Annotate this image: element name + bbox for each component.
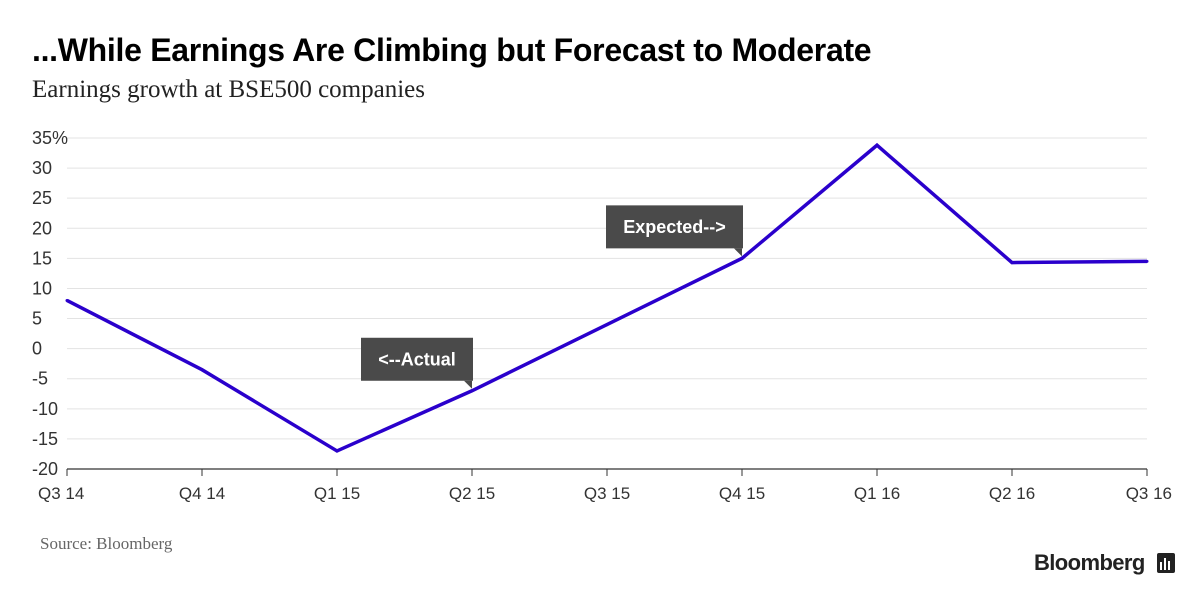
- data-point: [65, 298, 69, 302]
- data-point: [470, 389, 474, 393]
- annotation-label: <--Actual: [378, 349, 456, 369]
- y-tick-label: 25: [32, 188, 52, 208]
- y-tick-label: 30: [32, 158, 52, 178]
- annotation-box: [361, 337, 473, 381]
- x-tick-label: Q3 16: [1126, 484, 1172, 503]
- annotation-box: [606, 205, 743, 249]
- source-note: Source: Bloomberg: [40, 534, 173, 553]
- y-tick-label: -10: [32, 399, 58, 419]
- y-tick-label: 10: [32, 278, 52, 298]
- x-tick-label: Q3 15: [584, 484, 630, 503]
- bloomberg-logo: Bloomberg: [1034, 550, 1145, 575]
- y-tick-label: 20: [32, 218, 52, 238]
- annotation-pointer: [734, 248, 742, 257]
- y-tick-label: -15: [32, 429, 58, 449]
- y-tick-label: 35%: [32, 128, 68, 148]
- chart-subtitle: Earnings growth at BSE500 companies: [32, 76, 425, 103]
- x-tick-label: Q1 15: [314, 484, 360, 503]
- x-tick-label: Q4 15: [719, 484, 765, 503]
- y-tick-label: 15: [32, 248, 52, 268]
- y-tick-label: 0: [32, 339, 42, 359]
- data-point: [335, 449, 339, 453]
- data-point: [740, 256, 744, 260]
- data-point: [1010, 261, 1014, 265]
- y-tick-label: -20: [32, 459, 58, 479]
- x-tick-label: Q4 14: [179, 484, 225, 503]
- data-point: [605, 323, 609, 327]
- y-tick-label: -5: [32, 369, 48, 389]
- x-tick-label: Q1 16: [854, 484, 900, 503]
- data-point: [1145, 259, 1149, 263]
- y-tick-label: 5: [32, 309, 42, 329]
- chart-title: ...While Earnings Are Climbing but Forec…: [32, 32, 872, 68]
- x-tick-label: Q2 15: [449, 484, 495, 503]
- x-tick-label: Q2 16: [989, 484, 1035, 503]
- annotation-pointer: [464, 380, 472, 389]
- x-tick-label: Q3 14: [38, 484, 84, 503]
- data-point: [200, 368, 204, 372]
- bloomberg-chart-icon: [1157, 553, 1175, 573]
- annotation-label: Expected-->: [623, 217, 726, 237]
- data-point: [875, 143, 879, 147]
- series-line: [66, 142, 1148, 453]
